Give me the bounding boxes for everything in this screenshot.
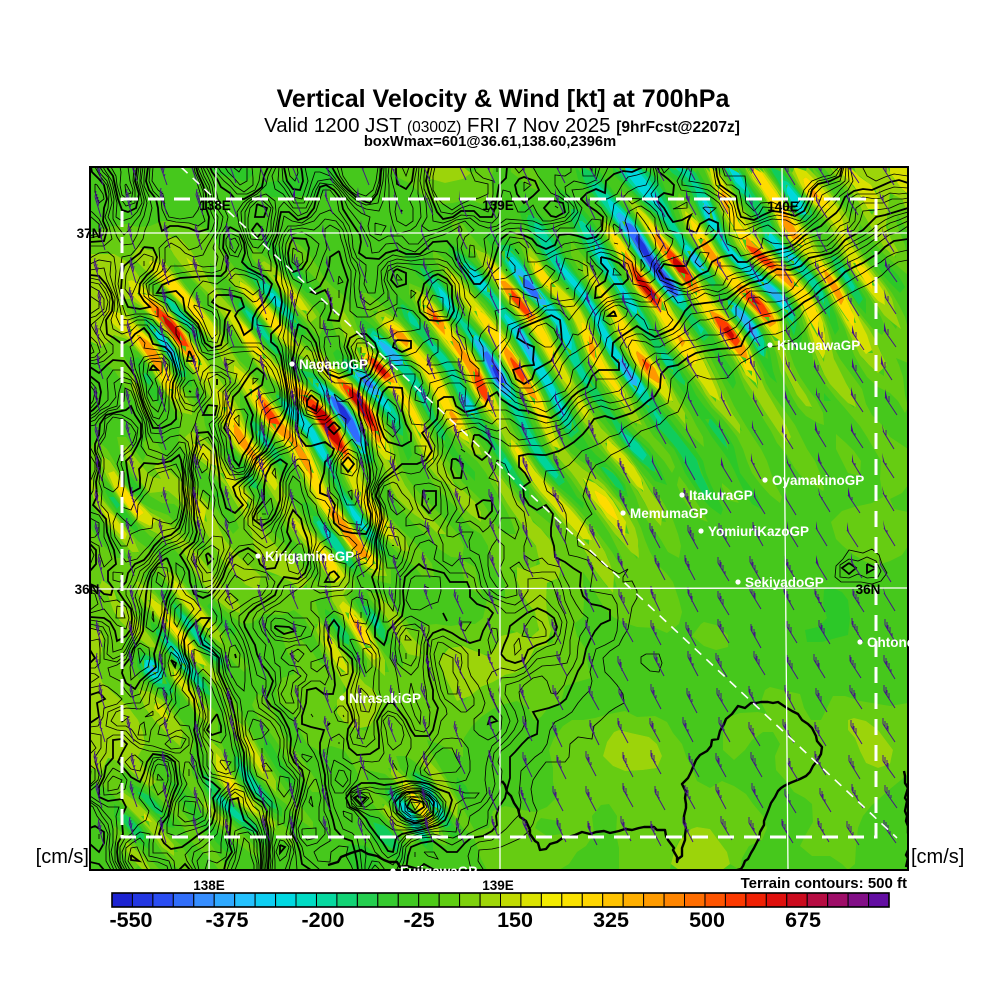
svg-text:KinugawaGP: KinugawaGP bbox=[777, 338, 860, 353]
svg-text:325: 325 bbox=[593, 908, 629, 932]
svg-text:-550: -550 bbox=[109, 908, 152, 932]
svg-text:139E: 139E bbox=[482, 878, 514, 893]
svg-text:36N: 36N bbox=[75, 582, 100, 597]
svg-text:500: 500 bbox=[689, 908, 725, 932]
svg-text:-200: -200 bbox=[301, 908, 344, 932]
svg-text:YomiuriKazoGP: YomiuriKazoGP bbox=[708, 524, 809, 539]
svg-text:37N: 37N bbox=[77, 226, 102, 241]
svg-text:NirasakiGP: NirasakiGP bbox=[349, 691, 421, 706]
svg-text:675: 675 bbox=[785, 908, 821, 932]
svg-text:MemumaGP: MemumaGP bbox=[630, 506, 708, 521]
svg-text:ItakuraGP: ItakuraGP bbox=[689, 488, 753, 503]
svg-text:OyamakinoGP: OyamakinoGP bbox=[772, 473, 864, 488]
svg-text:[cm/s]: [cm/s] bbox=[911, 846, 964, 868]
svg-text:[cm/s]: [cm/s] bbox=[36, 846, 89, 868]
svg-text:Terrain contours: 500 ft: Terrain contours: 500 ft bbox=[741, 875, 907, 892]
svg-text:150: 150 bbox=[497, 908, 533, 932]
svg-text:138E: 138E bbox=[199, 198, 231, 213]
svg-text:NaganoGP: NaganoGP bbox=[299, 357, 368, 372]
svg-text:140E: 140E bbox=[767, 199, 799, 214]
svg-text:138E: 138E bbox=[193, 878, 225, 893]
svg-text:36N: 36N bbox=[856, 582, 881, 597]
svg-text:SekiyadoGP: SekiyadoGP bbox=[745, 575, 824, 590]
svg-text:-25: -25 bbox=[403, 908, 434, 932]
svg-text:139E: 139E bbox=[482, 198, 514, 213]
svg-text:KirigamineGP: KirigamineGP bbox=[265, 549, 354, 564]
svg-text:FujigawaGP: FujigawaGP bbox=[400, 864, 477, 879]
svg-text:OhtoneGP: OhtoneGP bbox=[867, 635, 934, 650]
svg-text:-375: -375 bbox=[205, 908, 248, 932]
